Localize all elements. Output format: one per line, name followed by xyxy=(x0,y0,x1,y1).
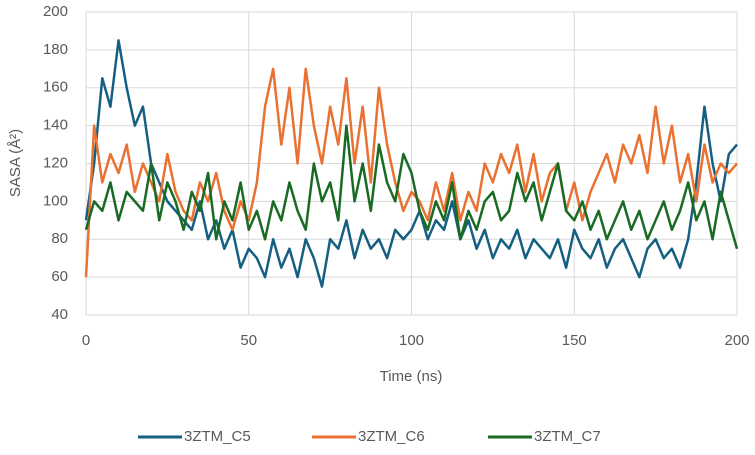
x-tick-label: 50 xyxy=(240,332,257,349)
x-axis-label: Time (ns) xyxy=(380,368,443,385)
y-tick-label: 180 xyxy=(43,41,68,58)
x-tick-label: 0 xyxy=(82,332,90,349)
y-tick-label: 60 xyxy=(51,268,68,285)
x-tick-label: 200 xyxy=(724,332,749,349)
y-tick-label: 120 xyxy=(43,154,68,171)
y-axis-label: SASA (Å²) xyxy=(7,129,24,197)
y-tick-label: 100 xyxy=(43,192,68,209)
x-tick-label: 100 xyxy=(399,332,424,349)
x-tick-label: 150 xyxy=(562,332,587,349)
y-tick-label: 160 xyxy=(43,79,68,96)
y-tick-label: 80 xyxy=(51,230,68,247)
series-line xyxy=(84,39,738,288)
y-tick-label: 40 xyxy=(51,306,68,323)
y-tick-label: 140 xyxy=(43,117,68,134)
legend-label: 3ZTM_C7 xyxy=(534,428,601,445)
series-line xyxy=(84,124,739,250)
y-tick-label: 200 xyxy=(43,3,68,20)
series-line xyxy=(84,67,738,278)
legend-label: 3ZTM_C6 xyxy=(358,428,425,445)
legend-label: 3ZTM_C5 xyxy=(184,428,251,445)
